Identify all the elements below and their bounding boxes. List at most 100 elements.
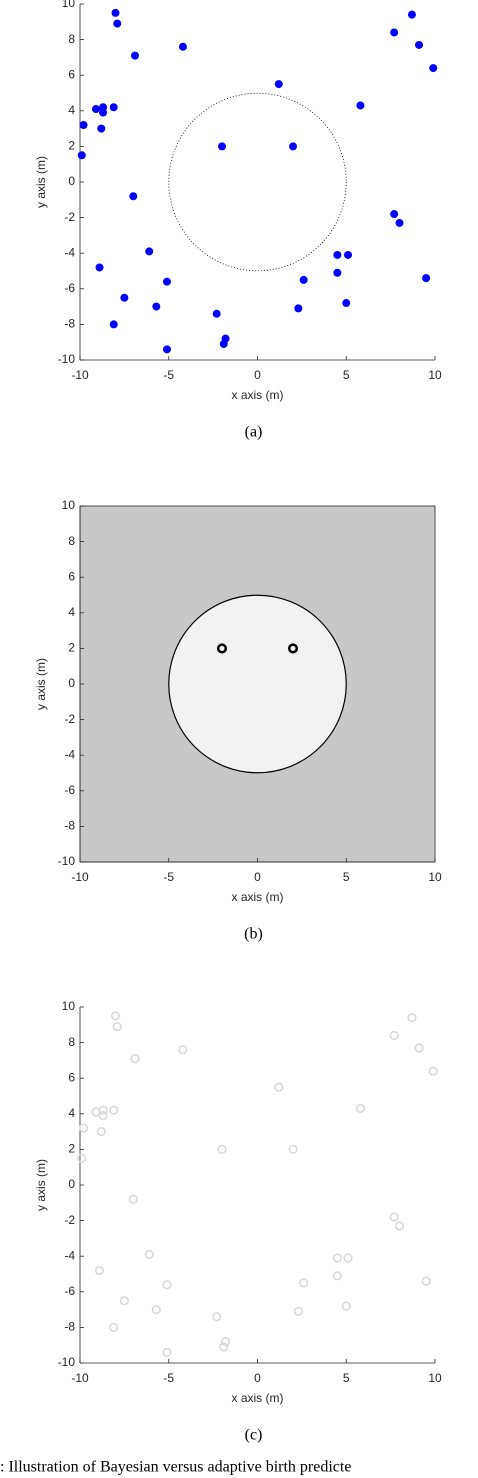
point [355,1103,366,1114]
x-tick-label: 10 [428,870,442,884]
x-tick-label: -10 [71,870,89,884]
subfigure-label: (c) [245,1427,263,1444]
point [78,1123,89,1133]
x-tick-label: 10 [428,1371,442,1385]
x-tick-label: -5 [163,870,174,884]
y-tick-label: -8 [64,819,75,833]
y-tick-label: -4 [64,747,75,761]
y-tick-label: 2 [68,1142,75,1156]
point [395,218,404,227]
point [341,1301,351,1311]
y-tick-label: 10 [62,999,76,1013]
point [219,339,228,348]
plot-background [80,4,435,360]
y-tick-label: -6 [64,281,75,295]
x-tick-label: 0 [254,368,261,382]
point [274,80,283,89]
subfigure-label: (a) [245,424,263,441]
y-tick-label: 8 [68,1035,75,1049]
point [131,51,140,60]
y-tick-label: 4 [68,103,75,117]
y-tick-label: -2 [64,1213,75,1227]
point [389,1030,399,1041]
x-axis-label: x axis (m) [232,388,284,402]
y-tick-label: 4 [68,605,75,619]
point [111,8,120,17]
point [217,1144,227,1154]
y-axis-label: y axis (m) [34,1159,48,1211]
y-tick-label: -8 [64,317,75,331]
point [152,302,161,311]
region-circle [168,594,347,774]
point [212,309,221,318]
point [299,1278,309,1288]
y-tick-label: 0 [68,676,75,690]
point [421,1276,431,1286]
point [162,345,171,354]
y-tick-label: -4 [64,1248,75,1262]
point [145,247,154,256]
y-tick-label: 8 [68,32,75,46]
point [144,1249,154,1260]
y-axis-label: y axis (m) [34,156,48,208]
x-tick-label: -5 [163,1371,174,1385]
point [129,192,138,201]
point [109,1322,119,1332]
point [119,1296,129,1306]
point [390,28,399,37]
y-tick-label: 10 [62,498,76,512]
x-tick-label: 0 [254,870,261,884]
y-tick-label: 6 [68,1070,75,1084]
y-tick-label: 8 [68,534,75,548]
point [407,1013,417,1023]
point [333,250,342,259]
y-tick-label: -6 [64,1284,75,1298]
point [112,1021,122,1032]
x-tick-label: 5 [343,870,350,884]
point [219,1342,229,1352]
point [98,1105,108,1115]
point [99,108,108,117]
y-tick-label: 6 [68,569,75,583]
point [218,142,226,151]
x-axis-label: x axis (m) [232,1391,284,1405]
point [79,121,88,130]
point [220,1337,231,1347]
subfigure-label: (b) [244,926,263,943]
point [428,1066,438,1076]
x-tick-label: 5 [343,1371,350,1385]
point [407,10,416,19]
point [414,1043,424,1053]
x-tick-label: 0 [254,1371,261,1385]
point [332,1271,342,1281]
point [356,101,365,110]
point [342,299,351,308]
x-axis-label: x axis (m) [232,890,284,904]
y-tick-label: -10 [58,352,76,366]
y-tick-label: -4 [64,245,75,259]
point [97,124,106,133]
point [415,40,424,49]
y-tick-label: 6 [68,67,75,81]
point [77,1153,87,1163]
y-tick-label: -8 [64,1320,75,1334]
point [343,1253,353,1263]
point [109,320,118,329]
y-axis-label: y axis (m) [34,658,48,710]
point [178,1045,188,1055]
point [95,263,104,272]
point [274,1082,284,1092]
point [390,210,399,219]
point [287,643,299,654]
point [212,1312,222,1322]
point [332,1253,342,1263]
x-tick-label: -10 [71,368,89,382]
point [429,64,438,73]
y-tick-label: -6 [64,783,75,797]
point [333,268,342,277]
point [299,275,308,284]
point [178,42,187,51]
point [288,1144,298,1154]
x-tick-label: -10 [71,1371,89,1385]
